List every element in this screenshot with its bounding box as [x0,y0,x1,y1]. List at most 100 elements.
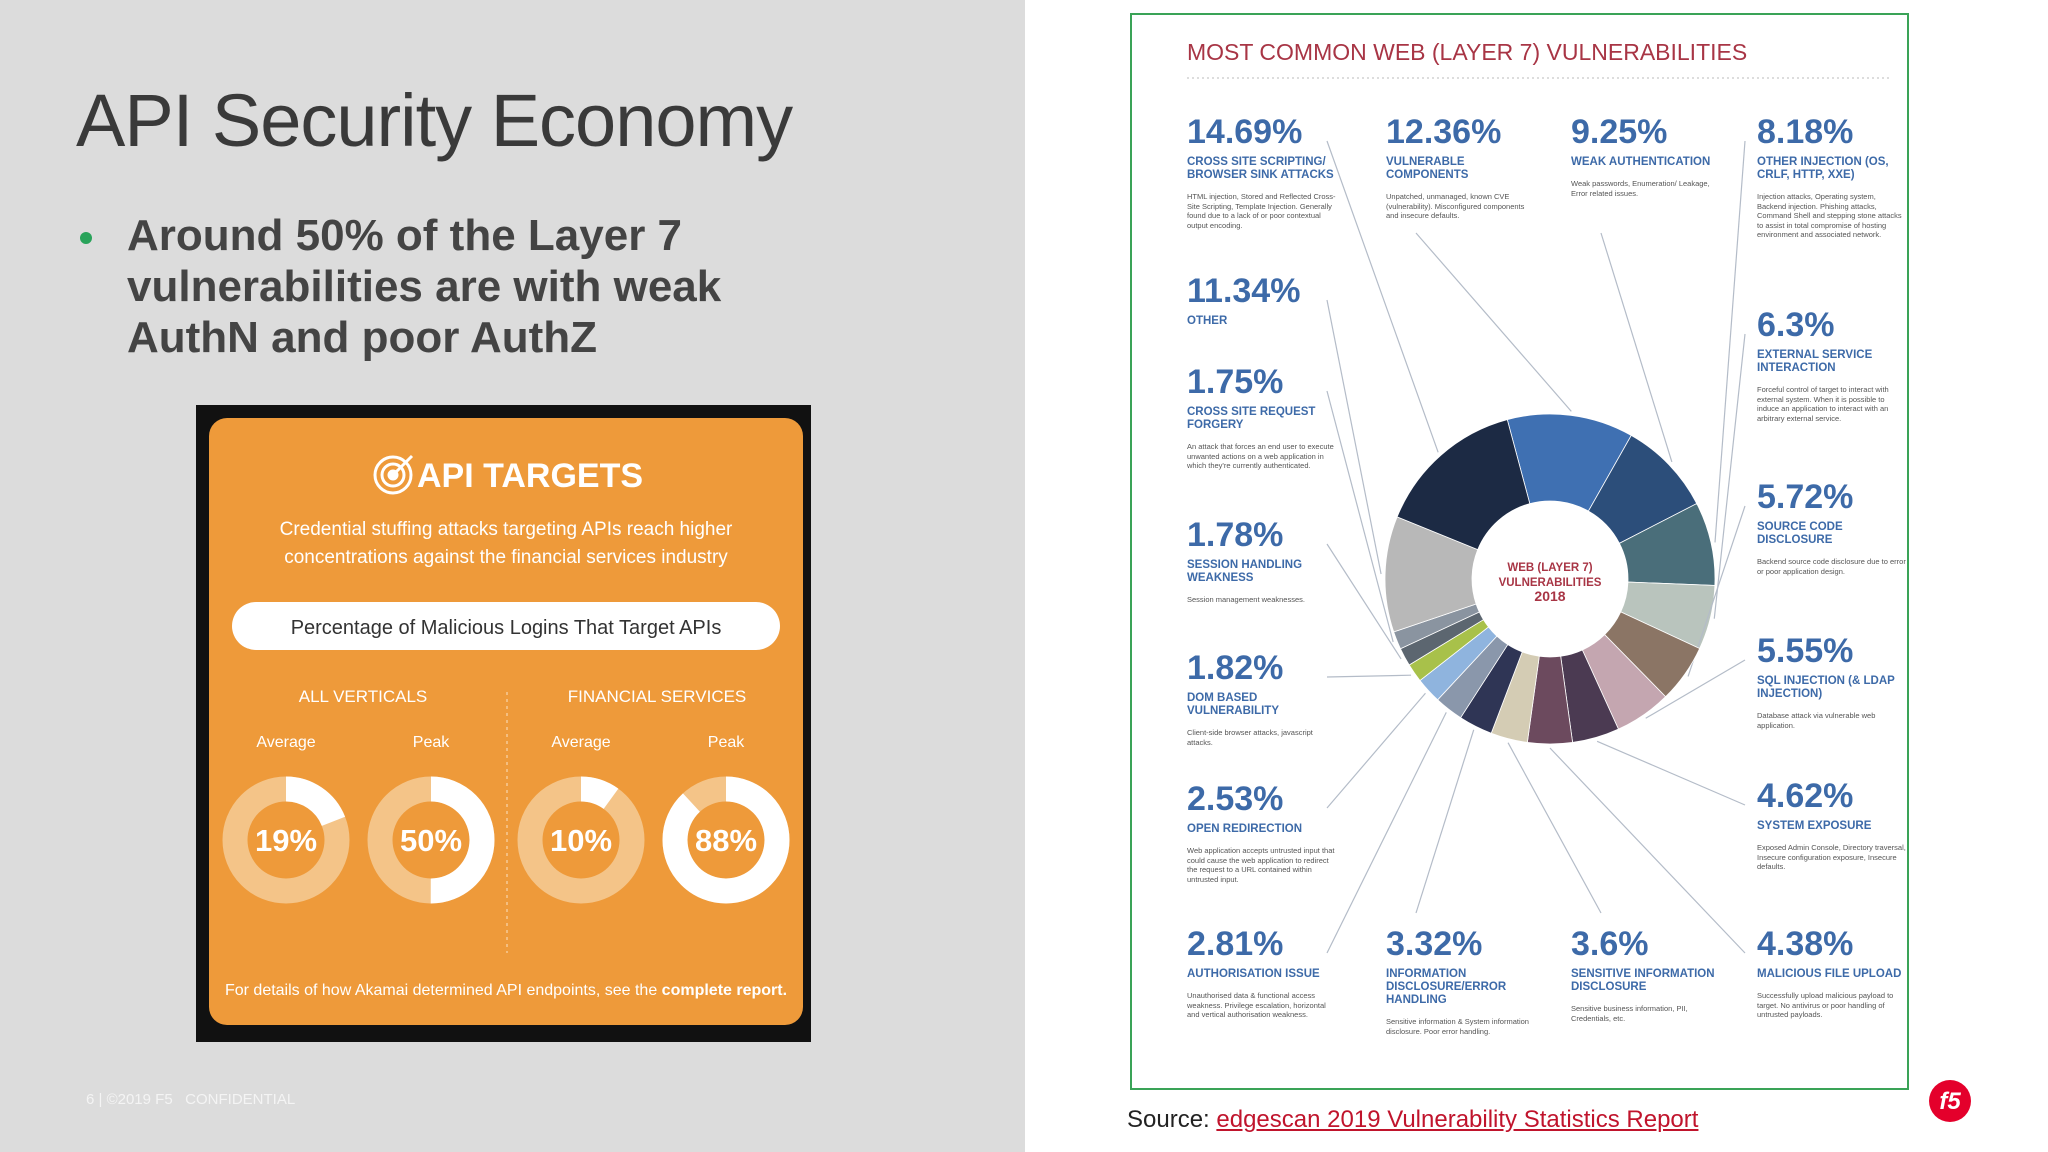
vuln-percent: 3.32% [1386,925,1483,963]
vuln-name: CROSS SITE SCRIPTING/ BROWSER SINK ATTAC… [1187,156,1334,181]
vuln-percent: 14.69% [1187,113,1303,151]
vuln-label: 5.55% SQL INJECTION (& LDAP INJECTION) Dat… [1757,632,1907,730]
vuln-description: Database attack via vulnerable web appli… [1757,711,1876,730]
vuln-percent: 8.18% [1757,113,1854,151]
vuln-percent: 1.82% [1187,649,1284,687]
vuln-percent: 5.55% [1757,632,1854,670]
vuln-percent: 1.78% [1187,516,1284,554]
vuln-label: 1.78% SESSION HANDLING WEAKNESS Session ma… [1187,516,1337,605]
footer: 6 | ©2019 F5 CONFIDENTIAL [86,1091,296,1108]
donut-center-label: VULNERABILITIES [1499,577,1602,589]
vuln-description: Sensitive business information, PII, Cre… [1571,1004,1688,1023]
slide-title: API Security Economy [76,79,793,162]
infographic-bg [209,418,803,1025]
vuln-name: VULNERABLE COMPONENTS [1386,156,1469,181]
donut-value [222,776,350,904]
vuln-percent: 5.72% [1757,478,1854,516]
vuln-label: 4.62% SYSTEM EXPOSURE Exposed Admin Consol… [1757,777,1907,872]
vuln-description: HTML injection, Stored and Reflected Cro… [1187,192,1336,230]
donut-center-label: WEB (LAYER 7) [1507,562,1592,574]
vuln-name: AUTHORISATION ISSUE [1187,968,1320,980]
vuln-title: MOST COMMON WEB (LAYER 7) VULNERABILITIE… [1187,39,1747,65]
vuln-label: 6.3% EXTERNAL SERVICE INTERACTION Forceful… [1757,306,1907,423]
vuln-label: 11.34% OTHER [1187,272,1337,328]
api-subtitle: concentrations against the financial ser… [284,547,728,568]
chart-title: Percentage of Malicious Logins That Targ… [291,617,722,639]
vuln-label: 12.36% VULNERABLE COMPONENTS Unpatched, un… [1386,113,1536,221]
vuln-label: 8.18% OTHER INJECTION (OS, CRLF, HTTP, XX… [1757,113,1907,240]
leader-line [1507,742,1602,914]
donut-value [517,776,645,904]
source: Source: edgescan 2019 Vulnerability Stat… [1127,1106,1698,1134]
leader-line [1326,543,1402,660]
donut-label: Peak [413,734,450,751]
vuln-name: DOM BASED VULNERABILITY [1187,692,1279,717]
leader-line [1645,659,1746,719]
vuln-name: WEAK AUTHENTICATION [1571,156,1711,168]
vuln-label: 3.32% INFORMATION DISCLOSURE/ERROR HANDLI… [1386,925,1536,1036]
vuln-percent: 4.38% [1757,925,1854,963]
bullet-text: Around 50% of the Layer 7 vulnerabilitie… [127,211,722,362]
vuln-label: 4.38% MALICIOUS FILE UPLOAD Successfully u… [1757,925,1907,1020]
group-name: FINANCIAL SERVICES [568,687,747,706]
vuln-label: 9.25% WEAK AUTHENTICATION Weak passwords, … [1571,113,1721,198]
donut-value-label: 88% [695,823,757,858]
donut-label: Average [256,734,315,751]
vuln-name: INFORMATION DISCLOSURE/ERROR HANDLING [1386,968,1507,1006]
vuln-percent: 4.62% [1757,777,1854,815]
leader-line [1326,140,1439,453]
group-name: ALL VERTICALS [299,687,428,706]
footnote-link[interactable]: complete report. [662,982,787,999]
footnote: For details of how Akamai determined API… [225,982,787,999]
target-icon [373,454,414,495]
vuln-description: Client-side browser attacks, javascript … [1187,728,1313,747]
donut-value [662,776,790,904]
vuln-description: Exposed Admin Console, Directory travers… [1757,843,1906,871]
leader-line [1326,299,1382,575]
leader-line [1326,674,1412,678]
source-label: Source: [1127,1106,1210,1133]
vuln-name: OPEN REDIRECTION [1187,823,1303,835]
vuln-name: SYSTEM EXPOSURE [1757,820,1872,832]
vuln-name: CROSS SITE REQUEST FORGERY [1187,406,1316,431]
vuln-percent: 11.34% [1187,272,1301,310]
leader-line [1596,740,1746,806]
leader-line [1600,232,1673,463]
donut-value-label: 10% [550,823,612,858]
donut-slice [1396,419,1531,551]
leader-line [1415,232,1572,412]
vuln-name: SOURCE CODE DISCLOSURE [1757,521,1843,546]
vuln-percent: 2.53% [1187,780,1284,818]
vuln-label: 5.72% SOURCE CODE DISCLOSURE Backend sourc… [1757,478,1907,576]
leader-line [1326,390,1394,643]
donut-value-label: 50% [400,823,462,858]
donut-label: Peak [708,734,745,751]
leader-line [1415,729,1475,914]
leader-line [1714,140,1746,543]
vuln-label: 1.75% CROSS SITE REQUEST FORGERY An attack… [1187,363,1337,471]
vuln-description: Injection attacks, Operating system, Bac… [1757,192,1902,239]
leader-line [1326,712,1447,954]
vuln-description: Backend source code disclosure due to er… [1757,557,1906,576]
vuln-percent: 1.75% [1187,363,1284,401]
donut-hole [1473,502,1627,656]
vuln-label: 14.69% CROSS SITE SCRIPTING/ BROWSER SINK… [1187,113,1337,230]
donut-value-label: 19% [255,823,317,858]
vuln-name: OTHER [1187,315,1228,327]
vuln-name: MALICIOUS FILE UPLOAD [1757,968,1902,980]
vuln-description: Sensitive information & System informati… [1386,1017,1529,1036]
vuln-percent: 6.3% [1757,306,1835,344]
footnote-text: For details of how Akamai determined API… [225,982,657,999]
leader-line [1326,692,1426,809]
leader-line [1713,333,1746,619]
vuln-label: 1.82% DOM BASED VULNERABILITY Client-side … [1187,649,1337,747]
api-subtitle: Credential stuffing attacks targeting AP… [280,519,733,540]
logo: f5 [1929,1080,1971,1122]
vuln-percent: 2.81% [1187,925,1284,963]
source-link[interactable]: edgescan 2019 Vulnerability Statistics R… [1216,1106,1699,1133]
vuln-description: Forceful control of target to interact w… [1757,385,1889,423]
vuln-name: SESSION HANDLING WEAKNESS [1187,559,1303,584]
vuln-description: Successfully upload malicious payload to… [1757,991,1894,1019]
